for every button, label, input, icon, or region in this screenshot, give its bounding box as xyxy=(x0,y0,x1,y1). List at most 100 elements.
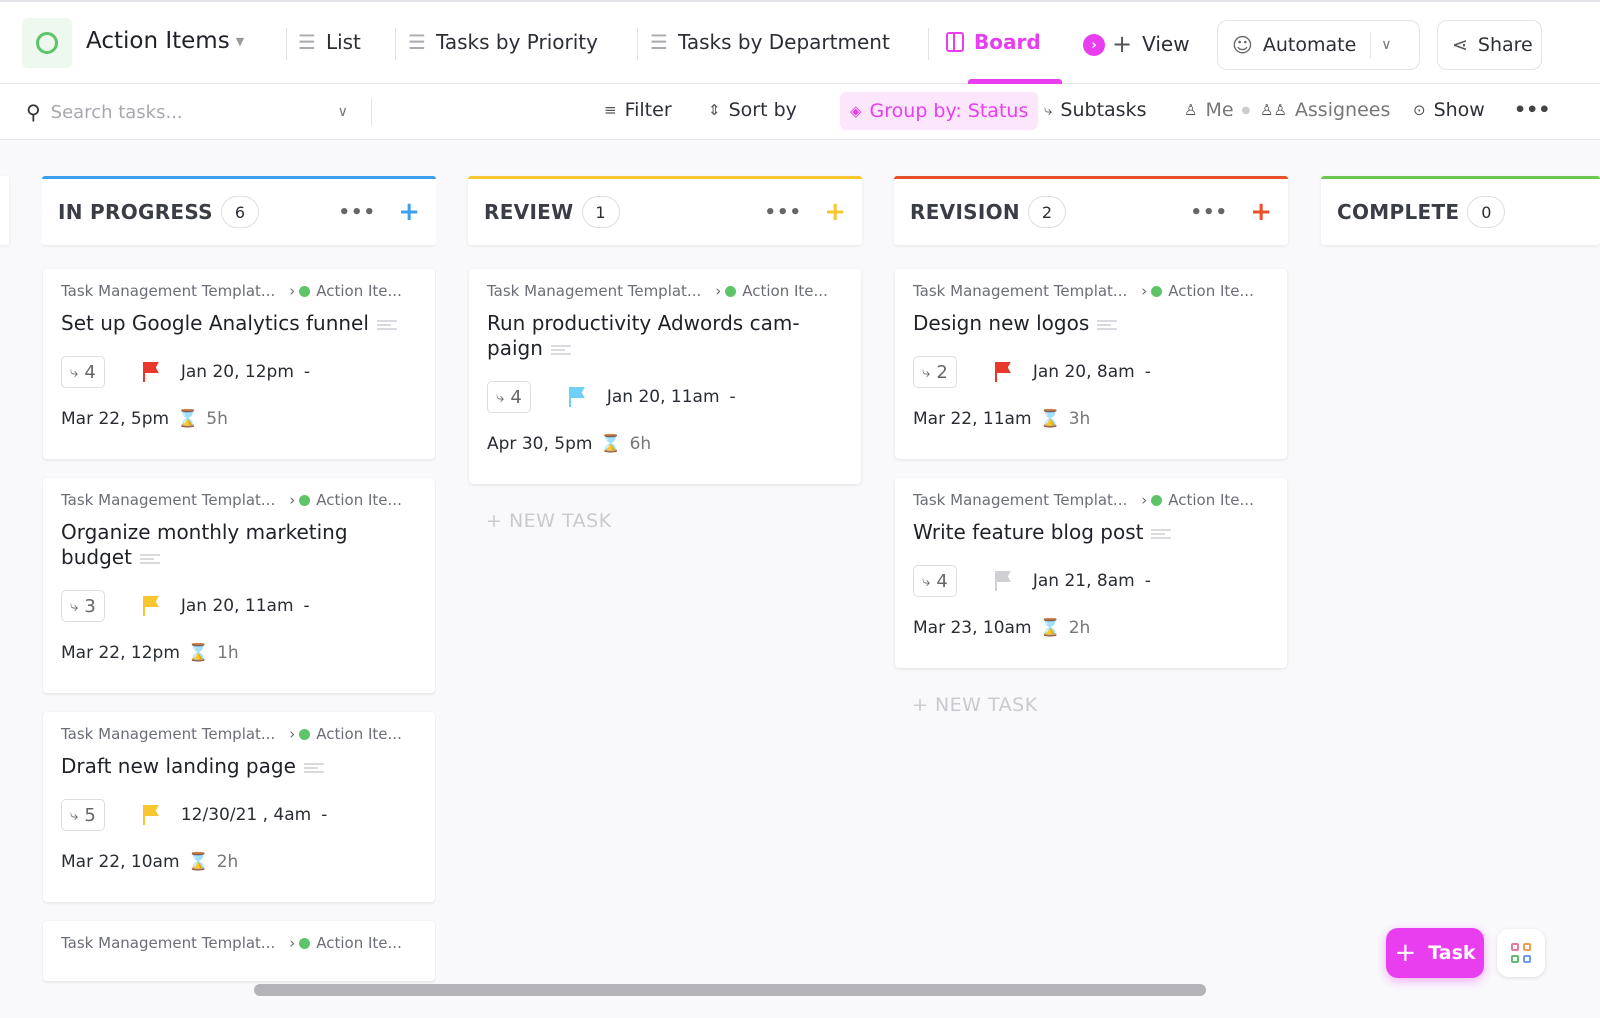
add-view-button[interactable]: + View xyxy=(1112,30,1190,58)
board-icon xyxy=(946,32,964,52)
breadcrumb[interactable]: Task Management Templat... › Action Ite... xyxy=(61,490,417,510)
chevron-down-icon[interactable]: ∨ xyxy=(1381,37,1392,53)
search-input[interactable]: ⚲ Search tasks... ∨ xyxy=(26,100,348,124)
column-header: IN PROGRESS 6 ••• + xyxy=(42,176,436,245)
new-task-link[interactable]: + NEW TASK xyxy=(486,510,612,532)
subtasks-icon: ⤷ xyxy=(922,363,931,381)
sort-button[interactable]: ⇕ Sort by xyxy=(708,99,797,121)
due-date[interactable]: Mar 22, 10am xyxy=(61,852,180,872)
show-label: Show xyxy=(1433,99,1485,121)
chevron-right-icon[interactable]: › xyxy=(1083,34,1105,56)
subtasks-count[interactable]: ⤷ 4 xyxy=(487,381,531,413)
time-estimate[interactable]: 5h xyxy=(206,409,228,429)
me-button[interactable]: ♙ Me ● xyxy=(1184,99,1251,121)
more-options-icon[interactable]: ••• xyxy=(1514,99,1551,121)
task-card[interactable]: Task Management Templat... › Action Ite...… xyxy=(43,478,435,693)
add-task-icon[interactable]: + xyxy=(824,197,846,227)
eye-icon: ⊙ xyxy=(1413,101,1426,119)
start-date[interactable]: 12/30/21 , 4am xyxy=(180,805,312,825)
start-date[interactable]: Jan 21, 8am xyxy=(1032,571,1135,591)
breadcrumb[interactable]: Task Management Templat... › Action Ite... xyxy=(487,281,843,301)
due-date[interactable]: Mar 22, 12pm xyxy=(61,643,180,663)
start-date[interactable]: Jan 20, 12pm xyxy=(180,362,294,382)
subtasks-count-text: 4 xyxy=(510,386,522,408)
tab-tasks-by-department[interactable]: ☰ Tasks by Department xyxy=(650,30,890,54)
start-date[interactable]: Jan 20, 11am xyxy=(180,596,294,616)
show-button[interactable]: ⊙ Show xyxy=(1413,99,1485,121)
assignees-button[interactable]: ♙♙ Assignees xyxy=(1260,99,1390,121)
filter-button[interactable]: ≡ Filter xyxy=(604,99,672,121)
task-card[interactable]: Task Management Templat... › Action Ite...… xyxy=(895,478,1287,668)
due-date[interactable]: Mar 23, 10am xyxy=(913,618,1032,638)
tab-label: Tasks by Priority xyxy=(435,30,598,54)
breadcrumb[interactable]: Task Management Templat... › Action Ite... xyxy=(61,724,417,744)
group-by-button[interactable]: ◈ Group by: Status xyxy=(840,92,1039,130)
tab-tasks-by-priority[interactable]: ☰ Tasks by Priority xyxy=(408,30,598,54)
priority-flag-icon[interactable] xyxy=(993,361,1015,383)
horizontal-scrollbar[interactable] xyxy=(254,984,1206,996)
subtasks-label: Subtasks xyxy=(1060,99,1147,121)
new-task-link[interactable]: + NEW TASK xyxy=(912,694,1038,716)
task-title[interactable]: Run productivity Adwords cam-paign xyxy=(487,311,843,361)
more-options-icon[interactable]: ••• xyxy=(1190,201,1228,223)
tab-list[interactable]: ☰ List xyxy=(298,30,361,54)
breadcrumb[interactable]: Task Management Templat... › Action Ite... xyxy=(913,281,1269,301)
breadcrumb[interactable]: Task Management Templat... › Action Ite... xyxy=(61,281,417,301)
priority-flag-icon[interactable] xyxy=(141,361,163,383)
subtasks-icon: ⤷ xyxy=(70,363,79,381)
subtasks-count[interactable]: ⤷ 3 xyxy=(61,590,105,622)
status-dot-icon xyxy=(725,285,737,297)
breadcrumb[interactable]: Task Management Templat... › Action Ite... xyxy=(913,490,1269,510)
due-date[interactable]: Apr 30, 5pm xyxy=(487,434,593,454)
more-options-icon[interactable]: ••• xyxy=(338,201,376,223)
tab-board[interactable]: Board xyxy=(946,30,1041,54)
start-date[interactable]: Jan 20, 11am xyxy=(606,387,720,407)
add-task-icon[interactable]: + xyxy=(1250,197,1272,227)
task-card[interactable]: Task Management Templat... › Action Ite...… xyxy=(43,712,435,902)
time-estimate[interactable]: 2h xyxy=(216,852,239,872)
column-header: REVIEW 1 ••• + xyxy=(468,176,862,245)
plus-icon: + xyxy=(1394,938,1417,968)
time-estimate[interactable]: 1h xyxy=(217,643,239,663)
chevron-down-icon[interactable]: ∨ xyxy=(337,104,348,120)
priority-flag-icon[interactable] xyxy=(141,595,163,617)
task-card[interactable]: Task Management Templat... › Action Ite...… xyxy=(469,269,861,484)
time-estimate[interactable]: 2h xyxy=(1068,618,1091,638)
due-date[interactable]: Mar 22, 5pm xyxy=(61,409,170,429)
subtasks-count[interactable]: ⤷ 4 xyxy=(61,356,105,388)
time-estimate[interactable]: 6h xyxy=(629,434,652,454)
board-toolbar: ⚲ Search tasks... ∨ ≡ Filter ⇕ Sort by ◈ Grou… xyxy=(0,84,1600,140)
priority-flag-icon[interactable] xyxy=(993,570,1015,592)
priority-flag-icon[interactable] xyxy=(567,386,589,408)
priority-flag-icon[interactable] xyxy=(141,804,163,826)
due-date[interactable]: Mar 22, 11am xyxy=(913,409,1032,429)
subtasks-count[interactable]: ⤷ 2 xyxy=(913,356,957,388)
status-dot-icon xyxy=(299,494,311,506)
subtasks-count[interactable]: ⤷ 4 xyxy=(913,565,957,597)
caret-down-icon: ▼ xyxy=(235,35,245,48)
new-task-button[interactable]: + Task xyxy=(1386,928,1484,978)
subtasks-count[interactable]: ⤷ 5 xyxy=(61,799,105,831)
task-card[interactable]: Task Management Templat... › Action Ite...… xyxy=(895,269,1287,459)
breadcrumb[interactable]: Task Management Templat... › Action Ite... xyxy=(61,933,417,953)
breadcrumb-space: Task Management Templat... xyxy=(61,491,276,509)
list-title[interactable]: Action Items ▼ xyxy=(86,28,244,54)
more-options-icon[interactable]: ••• xyxy=(764,201,802,223)
task-title[interactable]: Set up Google Analytics funnel xyxy=(61,311,417,336)
list-status-icon[interactable] xyxy=(22,18,72,68)
task-title[interactable]: Draft new landing page xyxy=(61,754,417,779)
task-card[interactable]: Task Management Templat... › Action Ite... xyxy=(43,921,435,981)
task-title[interactable]: Write feature blog post xyxy=(913,520,1269,545)
start-date[interactable]: Jan 20, 8am xyxy=(1032,362,1135,382)
automate-button[interactable]: ☺ Automate ∨ xyxy=(1217,20,1420,70)
time-estimate[interactable]: 3h xyxy=(1068,409,1091,429)
task-title-text: Draft new landing page xyxy=(61,754,296,778)
add-task-icon[interactable]: + xyxy=(398,197,420,227)
task-card[interactable]: Task Management Templat... › Action Ite...… xyxy=(43,269,435,459)
breadcrumb-list: Action Ite... xyxy=(316,491,402,509)
apps-icon[interactable] xyxy=(1497,929,1545,977)
task-title[interactable]: Organize monthly marketing budget xyxy=(61,520,417,570)
share-button[interactable]: ⋖ Share xyxy=(1437,20,1542,70)
subtasks-button[interactable]: ⤷ Subtasks xyxy=(1044,99,1146,121)
task-title[interactable]: Design new logos xyxy=(913,311,1269,336)
